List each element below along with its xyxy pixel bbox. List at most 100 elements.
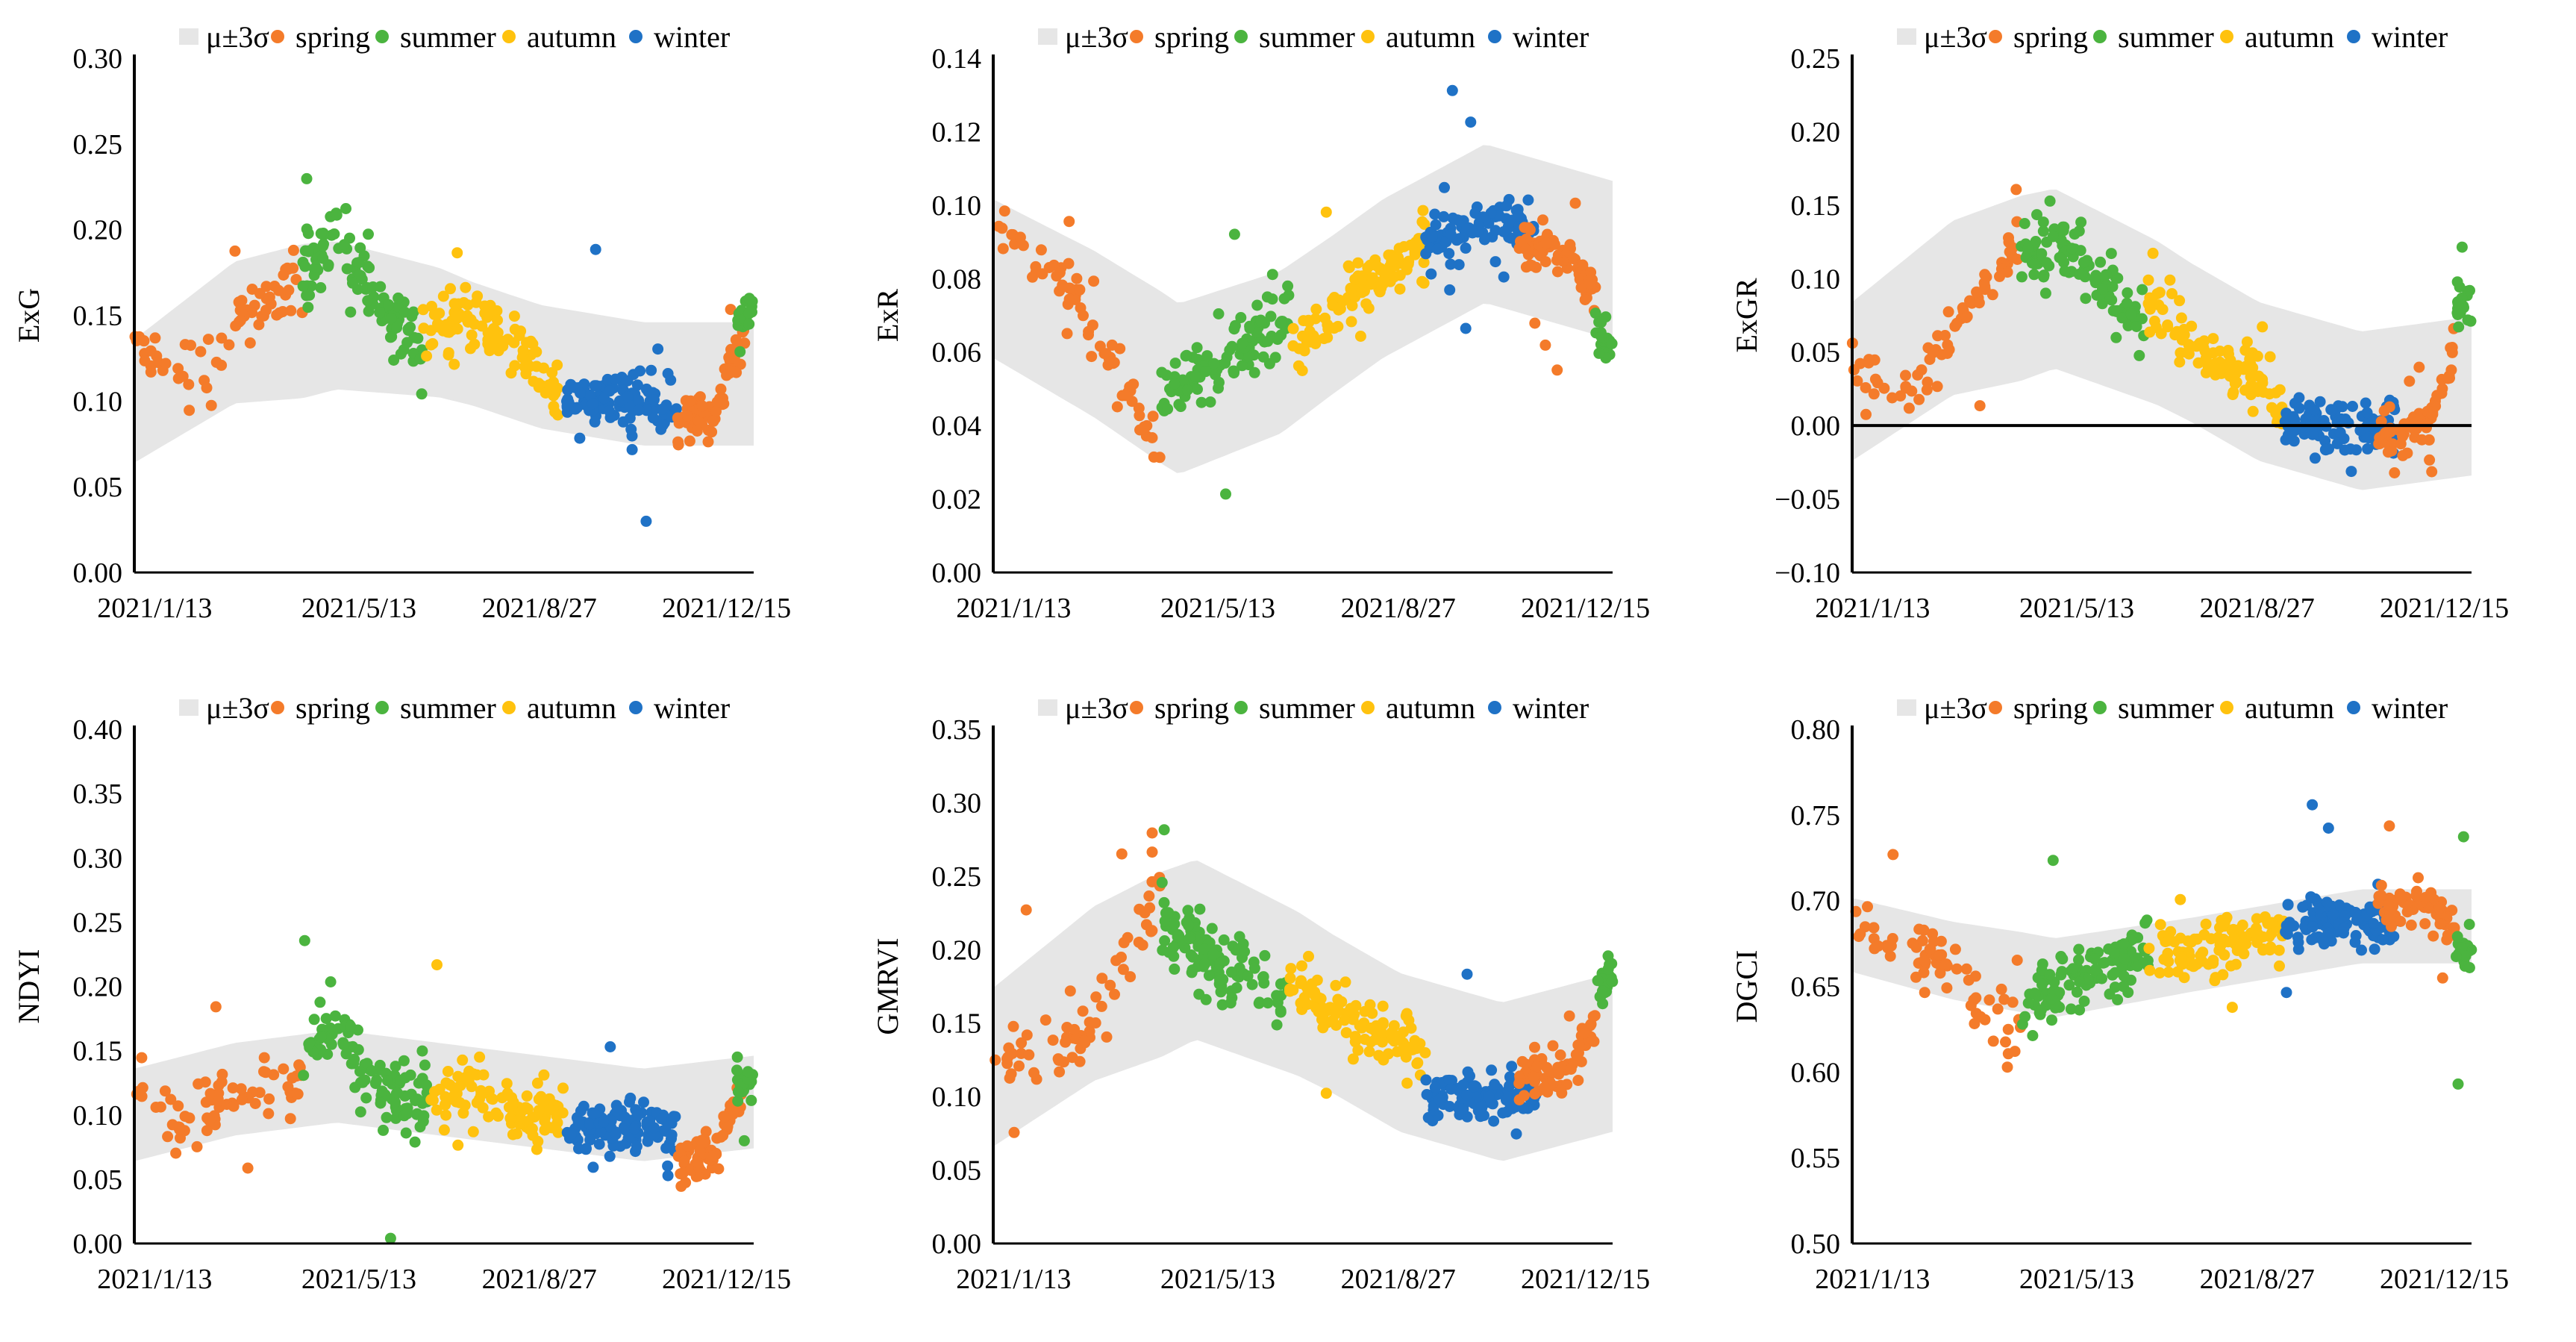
data-point-summer (419, 1059, 431, 1071)
data-point-summer (348, 1053, 360, 1065)
data-point-winter (575, 387, 586, 399)
data-point-autumn (417, 304, 429, 316)
data-point-summer (2075, 216, 2087, 228)
x-tick-label: 2021/5/13 (301, 1264, 416, 1295)
legend-swatch-winter (629, 701, 643, 714)
data-point-winter (1506, 1061, 1518, 1073)
data-point-winter (2283, 922, 2295, 934)
data-point-summer (2045, 993, 2057, 1005)
data-point-spring-b (1540, 237, 1552, 249)
data-point-spring-b (2426, 466, 2438, 478)
data-point-summer (2116, 312, 2128, 324)
data-point-spring-a (990, 1054, 1001, 1066)
data-point-winter (1513, 210, 1525, 222)
data-point-spring-b (681, 1140, 693, 1152)
data-point-autumn (507, 1096, 519, 1108)
data-point-winter (2309, 452, 2321, 464)
data-point-summer (1169, 918, 1181, 930)
data-point-spring-a (1028, 1067, 1040, 1079)
data-point-spring-a (1125, 971, 1137, 983)
data-point-summer (304, 1037, 316, 1049)
data-point-summer (1175, 401, 1187, 413)
data-point-autumn (521, 337, 532, 349)
data-point-winter (1457, 1079, 1469, 1091)
data-point-spring-a (1078, 310, 1089, 322)
x-tick-label: 2021/8/27 (482, 1264, 597, 1295)
x-tick-label: 2021/8/27 (2200, 1264, 2315, 1295)
data-point-autumn (448, 1082, 460, 1094)
data-point-summer (2036, 958, 2048, 970)
data-point-summer (340, 203, 351, 214)
data-point-winter (2339, 910, 2351, 922)
data-point-spring-a (1848, 364, 1860, 375)
data-point-spring-b (2442, 929, 2454, 941)
x-tick-label: 2021/1/13 (956, 1264, 1071, 1295)
data-point-summer (1228, 365, 1240, 377)
data-point-winter (610, 1129, 622, 1140)
data-point-winter (598, 393, 610, 405)
data-point-autumn (1356, 287, 1368, 299)
data-point-autumn (501, 1087, 513, 1099)
data-point-winter (645, 364, 657, 376)
data-point-summer (1248, 962, 1260, 974)
data-point-winter (662, 1170, 674, 1182)
legend-label-band: μ±3σ (206, 691, 269, 725)
legend-swatch-autumn (1361, 701, 1375, 714)
x-tick-label: 2021/12/15 (2380, 593, 2509, 624)
data-point-summer-b (2451, 931, 2463, 943)
x-tick-label: 2021/12/15 (1521, 1264, 1650, 1295)
y-tick-label: 0.65 (1791, 972, 1841, 1003)
data-point-spring-b (1584, 278, 1595, 290)
data-point-autumn (2154, 919, 2166, 931)
data-point-autumn (1350, 999, 1362, 1011)
data-point-winter (1420, 1074, 1432, 1086)
data-point-summer (2057, 953, 2069, 965)
data-point-spring-a (210, 356, 222, 368)
data-point-summer (2133, 349, 2145, 361)
data-point-winter (617, 416, 629, 428)
legend-label-spring: spring (2013, 691, 2088, 725)
data-point-summer (308, 1014, 320, 1026)
data-point-autumn (1330, 1008, 1342, 1020)
data-point-spring-b (2395, 916, 2407, 927)
data-point-autumn (2207, 365, 2219, 377)
data-point-summer (2112, 993, 2124, 1005)
data-point-summer (1244, 320, 1256, 332)
data-point-spring-b (2423, 902, 2435, 914)
legend-label-winter: winter (2372, 20, 2448, 54)
y-tick-label: 0.30 (932, 787, 982, 819)
data-point-summer-b (743, 318, 755, 330)
data-point-spring-b (1554, 1049, 1566, 1061)
data-point-winter (1431, 243, 1443, 255)
data-point-autumn (2230, 958, 2242, 970)
data-point-autumn (1322, 331, 1334, 343)
legend-label-summer: summer (400, 20, 496, 54)
data-point-spring-a (1154, 452, 1166, 464)
x-tick-label: 2021/5/13 (2019, 593, 2134, 624)
data-point-winter (610, 373, 622, 385)
data-point-winter (2354, 425, 2366, 437)
data-point-summer (2040, 257, 2052, 269)
data-point-summer (2080, 293, 2092, 305)
data-point-summer (2125, 946, 2136, 958)
data-point-spring-a (183, 378, 195, 390)
data-point-spring-a (1960, 963, 1972, 975)
data-point-winter (1498, 271, 1510, 283)
data-point-spring-b (684, 435, 695, 447)
data-point-autumn (484, 1085, 495, 1097)
data-point-summer (2071, 986, 2083, 998)
data-point-winter (1505, 216, 1517, 228)
data-point-summer (392, 1087, 404, 1099)
data-point-winter (601, 373, 613, 385)
legend-label-winter: winter (2372, 691, 2448, 725)
data-point-spring-b (1537, 214, 1548, 226)
data-point-autumn (474, 1051, 486, 1063)
data-point-autumn (1342, 260, 1354, 272)
data-point-summer (374, 307, 386, 319)
data-point-autumn (1401, 1077, 1413, 1089)
data-point-spring-a (1882, 942, 1894, 954)
data-point-summer (1216, 999, 1228, 1011)
data-point-summer (322, 260, 334, 272)
data-point-winter (1438, 210, 1450, 222)
data-point-autumn (2247, 405, 2259, 417)
